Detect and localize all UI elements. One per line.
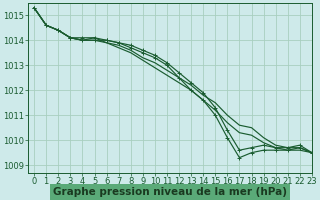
- X-axis label: Graphe pression niveau de la mer (hPa): Graphe pression niveau de la mer (hPa): [53, 187, 287, 197]
